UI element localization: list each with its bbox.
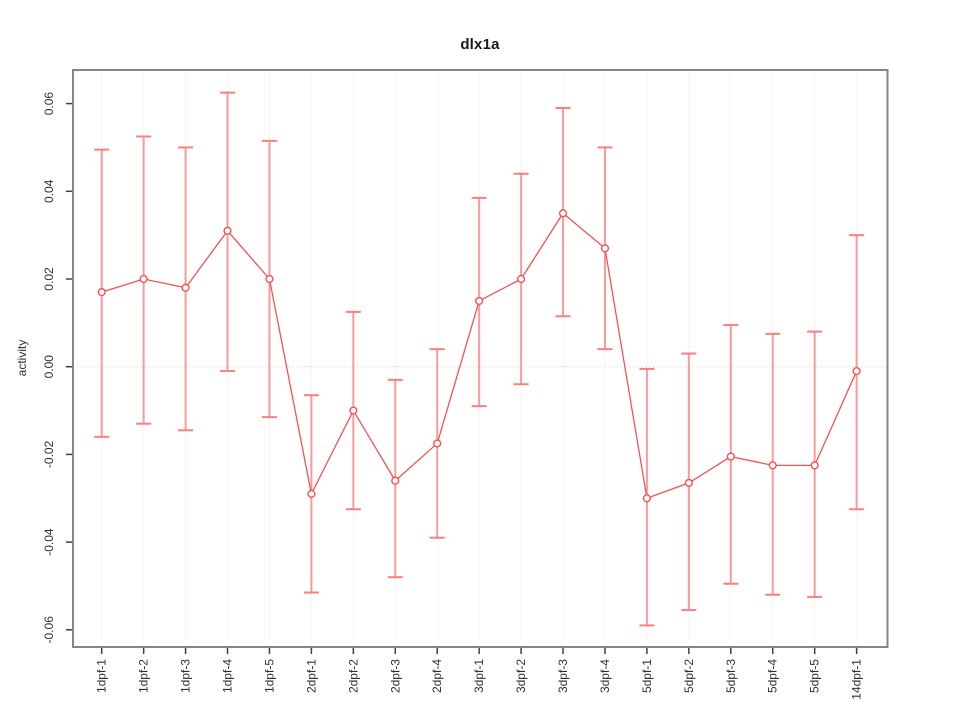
x-tick-label: 2dpf-4 <box>430 659 444 693</box>
x-tick-label: 3dpf-4 <box>598 659 612 693</box>
data-point-marker <box>97 288 106 297</box>
x-tick-label: 2dpf-1 <box>304 659 318 693</box>
data-point-marker <box>433 439 442 448</box>
data-point-marker <box>307 489 316 498</box>
plot-box-border <box>72 69 889 648</box>
x-tick-label: 14dpf-1 <box>850 659 864 700</box>
x-tick-label: 5dpf-5 <box>808 659 822 693</box>
x-tick-label: 1dpf-4 <box>221 659 235 693</box>
data-point-marker <box>558 209 568 218</box>
data-point-marker <box>139 274 148 284</box>
data-point-marker <box>684 478 693 488</box>
data-point-marker <box>810 461 819 470</box>
y-tick-label: 0.06 <box>42 92 56 116</box>
y-tick-label: 0.00 <box>42 355 56 379</box>
data-point-marker <box>600 244 610 253</box>
x-tick-label: 3dpf-1 <box>472 659 486 693</box>
x-tick-label: 2dpf-2 <box>346 659 360 693</box>
data-point-marker <box>265 274 274 284</box>
x-tick-label: 3dpf-3 <box>556 659 570 693</box>
data-point-marker <box>642 494 652 503</box>
y-tick-label: 0.04 <box>42 179 56 203</box>
x-tick-label: 1dpf-3 <box>179 659 193 693</box>
y-tick-label: -0.04 <box>42 528 56 556</box>
x-tick-label: 1dpf-5 <box>262 659 276 693</box>
x-tick-label: 1dpf-2 <box>137 659 151 693</box>
data-point-marker <box>391 476 400 485</box>
x-tick-label: 5dpf-3 <box>724 659 738 693</box>
x-tick-label: 3dpf-2 <box>514 659 528 693</box>
data-point-marker <box>475 296 484 306</box>
data-point-marker <box>768 461 777 470</box>
data-point-marker <box>852 366 861 376</box>
chart-title: dlx1a <box>460 36 500 53</box>
x-tick-label: 1dpf-1 <box>95 659 109 693</box>
x-tick-label: 5dpf-2 <box>682 659 696 693</box>
x-tick-label: 5dpf-1 <box>640 659 654 693</box>
y-tick-label: 0.02 <box>42 267 56 291</box>
data-point-marker <box>516 274 526 284</box>
data-point-marker <box>349 406 358 415</box>
x-tick-label: 5dpf-4 <box>766 659 780 693</box>
y-tick-label: -0.06 <box>42 616 56 644</box>
y-tick-label: -0.02 <box>42 440 56 468</box>
data-point-marker <box>223 226 232 235</box>
x-tick-label: 2dpf-3 <box>388 659 402 693</box>
data-point-marker <box>726 452 735 461</box>
data-point-marker <box>181 283 190 292</box>
